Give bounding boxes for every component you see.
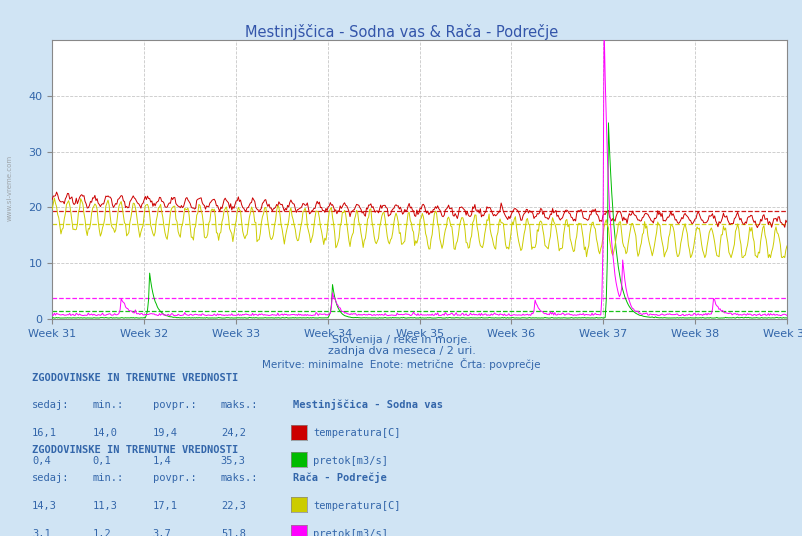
- Text: 0,4: 0,4: [32, 456, 51, 466]
- Text: 17,1: 17,1: [152, 501, 177, 511]
- Text: maks.:: maks.:: [221, 400, 258, 411]
- Text: 0,1: 0,1: [92, 456, 111, 466]
- Text: min.:: min.:: [92, 473, 124, 483]
- Text: Slovenija / reke in morje.: Slovenija / reke in morje.: [332, 335, 470, 345]
- Text: sedaj:: sedaj:: [32, 473, 70, 483]
- Text: 16,1: 16,1: [32, 428, 57, 438]
- Text: maks.:: maks.:: [221, 473, 258, 483]
- Text: 35,3: 35,3: [221, 456, 245, 466]
- Text: pretok[m3/s]: pretok[m3/s]: [313, 528, 387, 536]
- Text: 51,8: 51,8: [221, 528, 245, 536]
- Text: min.:: min.:: [92, 400, 124, 411]
- Text: zadnja dva meseca / 2 uri.: zadnja dva meseca / 2 uri.: [327, 346, 475, 356]
- Text: 22,3: 22,3: [221, 501, 245, 511]
- Text: Mestinjščica - Sodna vas: Mestinjščica - Sodna vas: [293, 399, 443, 411]
- Text: temperatura[C]: temperatura[C]: [313, 501, 400, 511]
- Text: 11,3: 11,3: [92, 501, 117, 511]
- Text: ZGODOVINSKE IN TRENUTNE VREDNOSTI: ZGODOVINSKE IN TRENUTNE VREDNOSTI: [32, 445, 238, 455]
- Text: 24,2: 24,2: [221, 428, 245, 438]
- Text: povpr.:: povpr.:: [152, 400, 196, 411]
- Text: www.si-vreme.com: www.si-vreme.com: [6, 154, 13, 221]
- Text: 3,7: 3,7: [152, 528, 171, 536]
- Text: 1,2: 1,2: [92, 528, 111, 536]
- Text: Mestinjščica - Sodna vas & Rača - Podrečje: Mestinjščica - Sodna vas & Rača - Podreč…: [245, 24, 557, 40]
- Text: 3,1: 3,1: [32, 528, 51, 536]
- Text: Meritve: minimalne  Enote: metrične  Črta: povprečje: Meritve: minimalne Enote: metrične Črta:…: [262, 358, 540, 369]
- Text: 1,4: 1,4: [152, 456, 171, 466]
- Text: pretok[m3/s]: pretok[m3/s]: [313, 456, 387, 466]
- Text: 14,0: 14,0: [92, 428, 117, 438]
- Text: 14,3: 14,3: [32, 501, 57, 511]
- Text: sedaj:: sedaj:: [32, 400, 70, 411]
- Text: temperatura[C]: temperatura[C]: [313, 428, 400, 438]
- Text: ZGODOVINSKE IN TRENUTNE VREDNOSTI: ZGODOVINSKE IN TRENUTNE VREDNOSTI: [32, 373, 238, 383]
- Text: 19,4: 19,4: [152, 428, 177, 438]
- Text: Rača - Podrečje: Rača - Podrečje: [293, 472, 387, 483]
- Text: povpr.:: povpr.:: [152, 473, 196, 483]
